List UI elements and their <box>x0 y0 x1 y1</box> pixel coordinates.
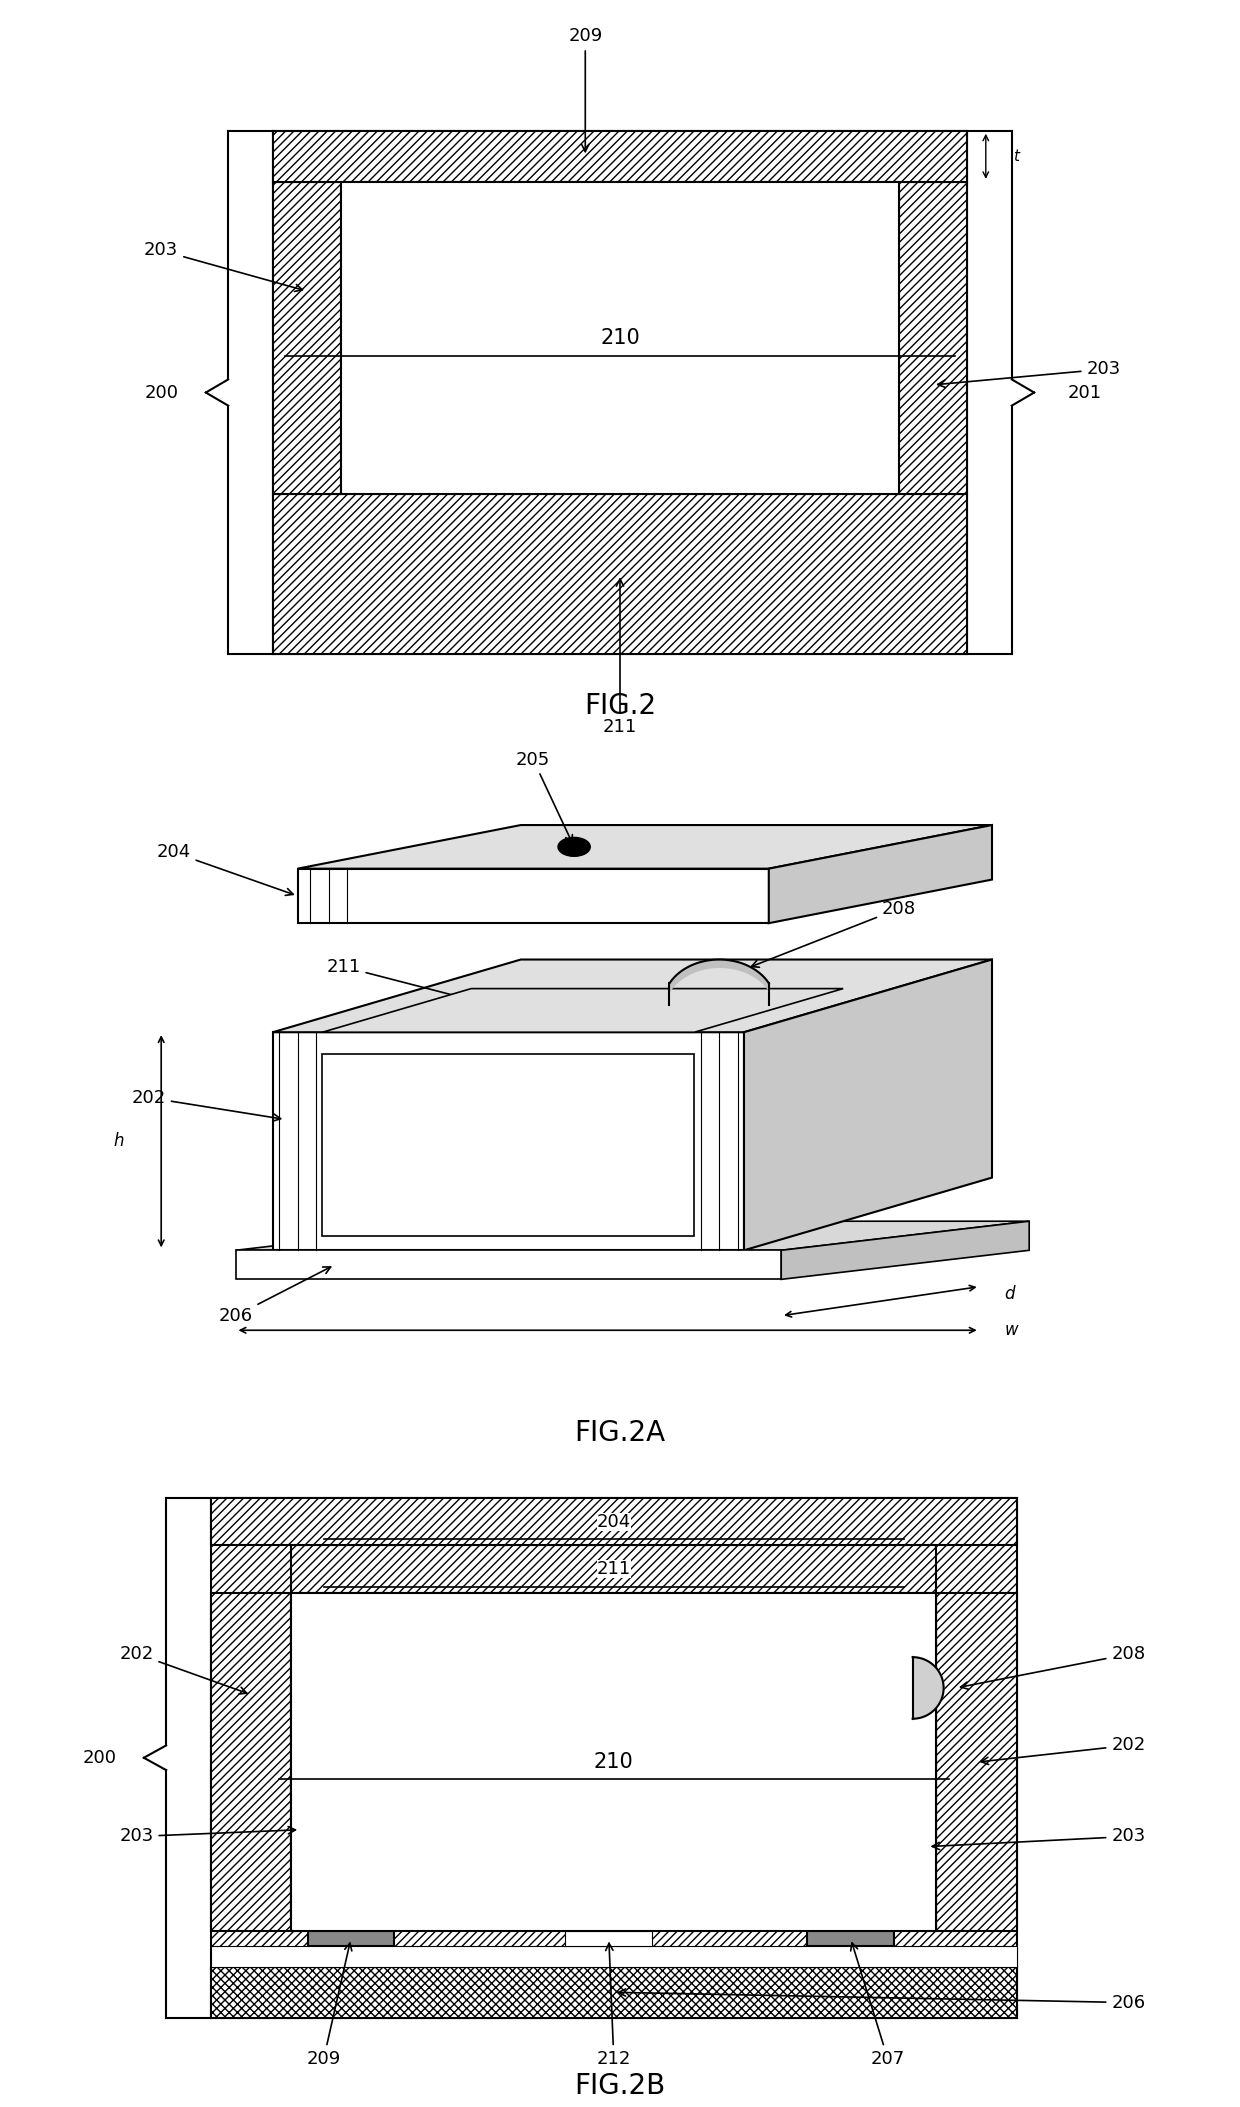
Text: 200: 200 <box>82 1749 117 1768</box>
Bar <box>807 1930 894 1947</box>
Text: FIG.2: FIG.2 <box>584 691 656 721</box>
Bar <box>919 1593 936 1930</box>
Text: 200: 200 <box>144 383 179 402</box>
Bar <box>341 181 899 495</box>
Text: 206: 206 <box>619 1989 1146 2012</box>
Text: 202: 202 <box>119 1646 247 1694</box>
Circle shape <box>558 836 590 855</box>
Bar <box>291 1593 309 1930</box>
Bar <box>211 1947 1017 1966</box>
Text: 211: 211 <box>326 959 507 1011</box>
Polygon shape <box>781 1222 1029 1279</box>
Text: FIG.2B: FIG.2B <box>574 2071 666 2101</box>
Bar <box>273 181 341 495</box>
Polygon shape <box>273 959 992 1032</box>
Text: d: d <box>1004 1285 1014 1302</box>
Text: 211: 211 <box>596 1561 631 1578</box>
Bar <box>211 1498 1017 1547</box>
Text: 203: 203 <box>144 242 303 291</box>
Polygon shape <box>322 988 843 1032</box>
Bar <box>291 1593 936 1930</box>
Text: 210: 210 <box>600 329 640 348</box>
Text: 201: 201 <box>1068 383 1102 402</box>
Text: 202: 202 <box>131 1089 280 1121</box>
Text: 210: 210 <box>594 1753 634 1772</box>
Bar <box>322 1054 694 1235</box>
Text: 209: 209 <box>568 27 603 152</box>
Polygon shape <box>769 826 992 923</box>
Bar <box>936 1593 1017 1930</box>
Polygon shape <box>236 1222 1029 1249</box>
Bar <box>308 1930 394 1947</box>
Text: 208: 208 <box>961 1646 1146 1690</box>
Text: 203: 203 <box>119 1827 295 1846</box>
Bar <box>211 1593 291 1930</box>
Bar <box>298 868 769 923</box>
Text: 203: 203 <box>937 360 1121 388</box>
Bar <box>273 131 967 181</box>
Bar <box>273 495 967 653</box>
Bar <box>273 131 967 653</box>
Text: 211: 211 <box>603 579 637 735</box>
Text: 212: 212 <box>596 1943 631 2069</box>
Text: 209: 209 <box>306 1943 352 2069</box>
Text: 203: 203 <box>932 1827 1146 1850</box>
Text: 202: 202 <box>981 1736 1146 1764</box>
Text: 204: 204 <box>156 843 293 895</box>
Bar <box>211 1498 1017 2019</box>
Text: 205: 205 <box>516 750 573 843</box>
Text: 204: 204 <box>596 1513 631 1530</box>
Bar <box>565 1930 652 1947</box>
Bar <box>291 1547 936 1593</box>
Text: h: h <box>114 1131 124 1150</box>
Polygon shape <box>913 1656 944 1719</box>
Text: FIG.2A: FIG.2A <box>574 1418 666 1448</box>
Text: 208: 208 <box>751 900 916 967</box>
Text: w: w <box>1004 1321 1018 1340</box>
Bar <box>236 1249 781 1279</box>
Bar <box>899 181 967 495</box>
Polygon shape <box>298 826 992 868</box>
Polygon shape <box>744 959 992 1249</box>
Text: t: t <box>1013 150 1019 164</box>
Text: 206: 206 <box>218 1266 331 1325</box>
Bar <box>273 1032 744 1249</box>
Bar <box>211 1966 1017 2019</box>
Text: 207: 207 <box>851 1943 905 2069</box>
